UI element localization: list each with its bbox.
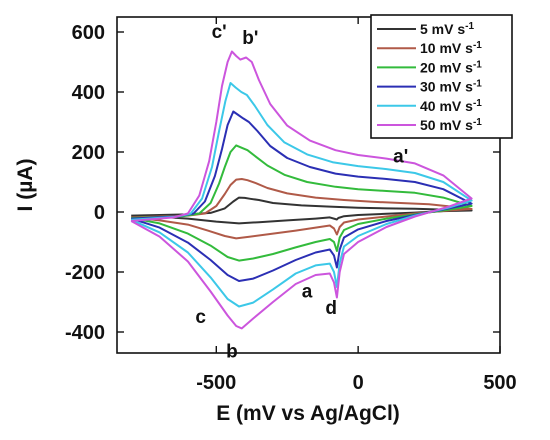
series-curves	[130, 50, 473, 330]
legend-box	[370, 14, 513, 139]
peak-annotations: c' b' a' ad cb	[195, 22, 408, 363]
peak-label: a	[302, 282, 313, 303]
y-tick-label: 400	[72, 82, 105, 104]
legend: 5 mV s-1 10 mV s-1 20 mV s-1 30 mV s-1 40 mV…	[370, 14, 513, 139]
legend-label: 40 mV s-1	[420, 98, 482, 114]
y-tick-label: 0	[94, 202, 105, 224]
legend-label: 30 mV s-1	[420, 79, 482, 95]
plot-frame	[116, 16, 501, 354]
peak-label: b'	[242, 28, 258, 49]
x-tick-label: 0	[353, 372, 364, 394]
y-tick-label: -200	[65, 262, 105, 284]
peak-label: a'	[393, 147, 408, 168]
legend-label: 5 mV s-1	[420, 21, 474, 37]
legend-label: 10 mV s-1	[420, 40, 482, 56]
series-line-6	[130, 50, 473, 330]
series-line-1	[131, 196, 473, 225]
series-line-5	[130, 82, 473, 308]
legend-label: 20 mV s-1	[420, 59, 482, 75]
legend-label: 50 mV s-1	[420, 117, 482, 133]
x-tick-label: -500	[196, 372, 236, 394]
series-line-4	[130, 110, 473, 282]
y-axis-title: I (µA)	[14, 159, 37, 212]
peak-label: d	[325, 298, 337, 319]
peak-label: b	[226, 342, 238, 363]
x-axis-title: E (mV vs Ag/AgCl)	[216, 402, 400, 425]
x-tick-label: 500	[483, 372, 516, 394]
y-tick-label: 600	[72, 22, 105, 44]
peak-label: c	[195, 307, 206, 328]
y-tick-label: -400	[65, 322, 105, 344]
peak-label: c'	[212, 22, 227, 43]
series-line-2	[131, 178, 473, 240]
tick-labels: -500 0 500 600 400 200 0 -200 -400	[65, 22, 517, 394]
series-line-3	[131, 144, 473, 262]
y-tick-label: 200	[72, 142, 105, 164]
